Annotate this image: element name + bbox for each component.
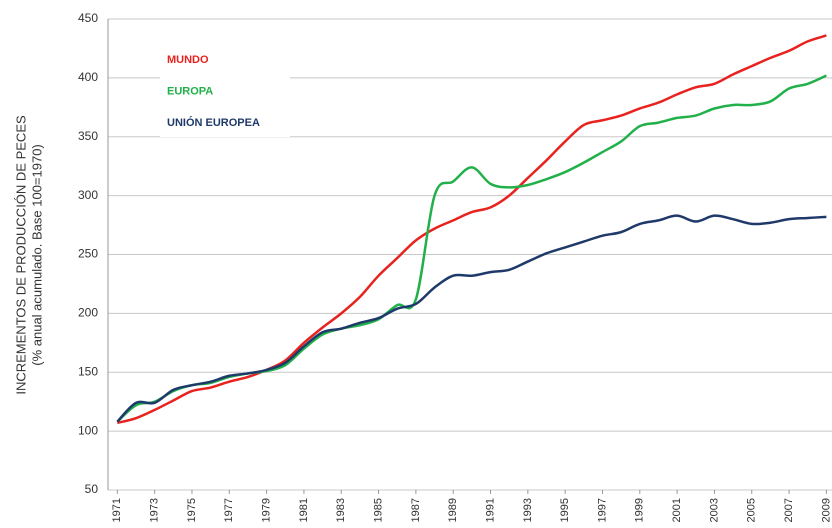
x-tick-label: 1983 [335, 498, 347, 522]
y-tick-label: 300 [78, 188, 98, 202]
x-tick-label: 2001 [671, 498, 683, 522]
x-tick-label: 1981 [298, 498, 310, 522]
x-tick-label: 2005 [746, 498, 758, 522]
x-tick-label: 1999 [634, 498, 646, 522]
x-tick-label: 1997 [596, 498, 608, 522]
x-tick-label: 1987 [410, 498, 422, 522]
series-line [116, 214, 827, 423]
y-tick-label: 50 [85, 482, 99, 496]
x-tick-label: 2007 [783, 498, 795, 522]
y-tick-label: 100 [78, 423, 98, 437]
x-tick-label: 1991 [484, 498, 496, 522]
y-tick-label: 400 [78, 70, 98, 84]
y-tick-label: 150 [78, 364, 98, 378]
x-tick-label: 1977 [223, 498, 235, 522]
x-tick-label: 1985 [372, 498, 384, 522]
x-tick-label: 1995 [559, 498, 571, 522]
y-tick-label: 200 [78, 306, 98, 320]
series-line [117, 34, 827, 425]
y-tick-label: 450 [78, 11, 98, 25]
x-tick-label: 1971 [111, 498, 123, 522]
legend-label: EUROPA [167, 85, 213, 97]
legend-label: UNIÓN EUROPEA [167, 116, 260, 129]
legend-background [160, 45, 290, 137]
legend-label: MUNDO [167, 54, 209, 66]
x-tick-label: 1979 [261, 498, 273, 522]
x-tick-label: 1973 [149, 498, 161, 522]
x-tick-label: 2009 [820, 498, 832, 522]
y-axis-label: (% anual acumulado. Base 100=1970) [29, 144, 44, 366]
x-tick-label: 2003 [708, 498, 720, 522]
x-tick-label: 1989 [447, 498, 459, 522]
x-tick-label: 1993 [522, 498, 534, 522]
y-tick-label: 250 [78, 247, 98, 261]
y-axis-label: INCREMENTOS DE PRODUCCIÓN DE PECES [13, 115, 28, 395]
y-tick-label: 350 [78, 129, 98, 143]
x-tick-label: 1975 [186, 498, 198, 522]
